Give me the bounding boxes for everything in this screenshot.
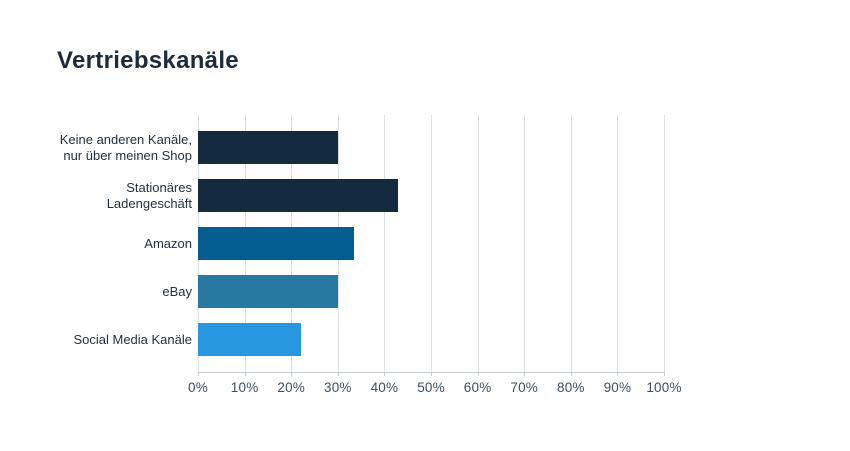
axis-tick-label: 0%: [188, 380, 208, 395]
chart-title: Vertriebskanäle: [57, 47, 239, 74]
axis-tick: [337, 372, 339, 376]
gridline: [524, 115, 526, 372]
axis-tick: [244, 372, 246, 376]
axis-tick-label: 30%: [323, 380, 352, 395]
gridline: [477, 115, 479, 372]
axis-tick-label: 100%: [646, 380, 682, 395]
axis-tick: [198, 372, 199, 376]
bar: [198, 275, 338, 308]
bar: [198, 323, 301, 356]
bar: [198, 227, 355, 260]
gridline: [617, 115, 619, 372]
axis-tick-label: 70%: [510, 380, 538, 395]
axis-tick: [431, 372, 432, 376]
axis-tick-label: 80%: [556, 380, 585, 395]
bar: [198, 131, 338, 164]
axis-tick: [384, 372, 386, 376]
category-label: Social Media Kanäle: [73, 331, 192, 347]
category-labels: Keine anderen Kanäle, nur über meinen Sho…: [57, 115, 192, 372]
gridline: [570, 115, 572, 372]
gridline: [431, 115, 432, 372]
axis-tick-label: 50%: [417, 380, 445, 395]
gridline: [384, 115, 386, 372]
bar: [198, 179, 399, 212]
axis-tick-label: 10%: [230, 380, 259, 395]
category-label: Stationäres Ladengeschäft: [106, 179, 192, 211]
axis-tick: [524, 372, 526, 376]
axis-tick: [291, 372, 293, 376]
axis-tick-label: 60%: [463, 380, 492, 395]
axis-tick: [664, 372, 665, 376]
axis-tick: [617, 372, 619, 376]
axis-tick-label: 90%: [603, 380, 632, 395]
gridline: [664, 115, 665, 372]
axis-tick-label: 40%: [370, 380, 399, 395]
category-label: Amazon: [144, 235, 192, 251]
axis-tick: [477, 372, 479, 376]
axis-tick-label: 20%: [277, 380, 305, 395]
plot-area: 0% 10% 20% 30% 40% 50% 60% 70% 80% 90% 100%: [188, 115, 681, 395]
axis-tick: [570, 372, 572, 376]
category-label: Keine anderen Kanäle, nur über meinen Sho…: [59, 131, 192, 163]
category-label: eBay: [162, 283, 192, 299]
